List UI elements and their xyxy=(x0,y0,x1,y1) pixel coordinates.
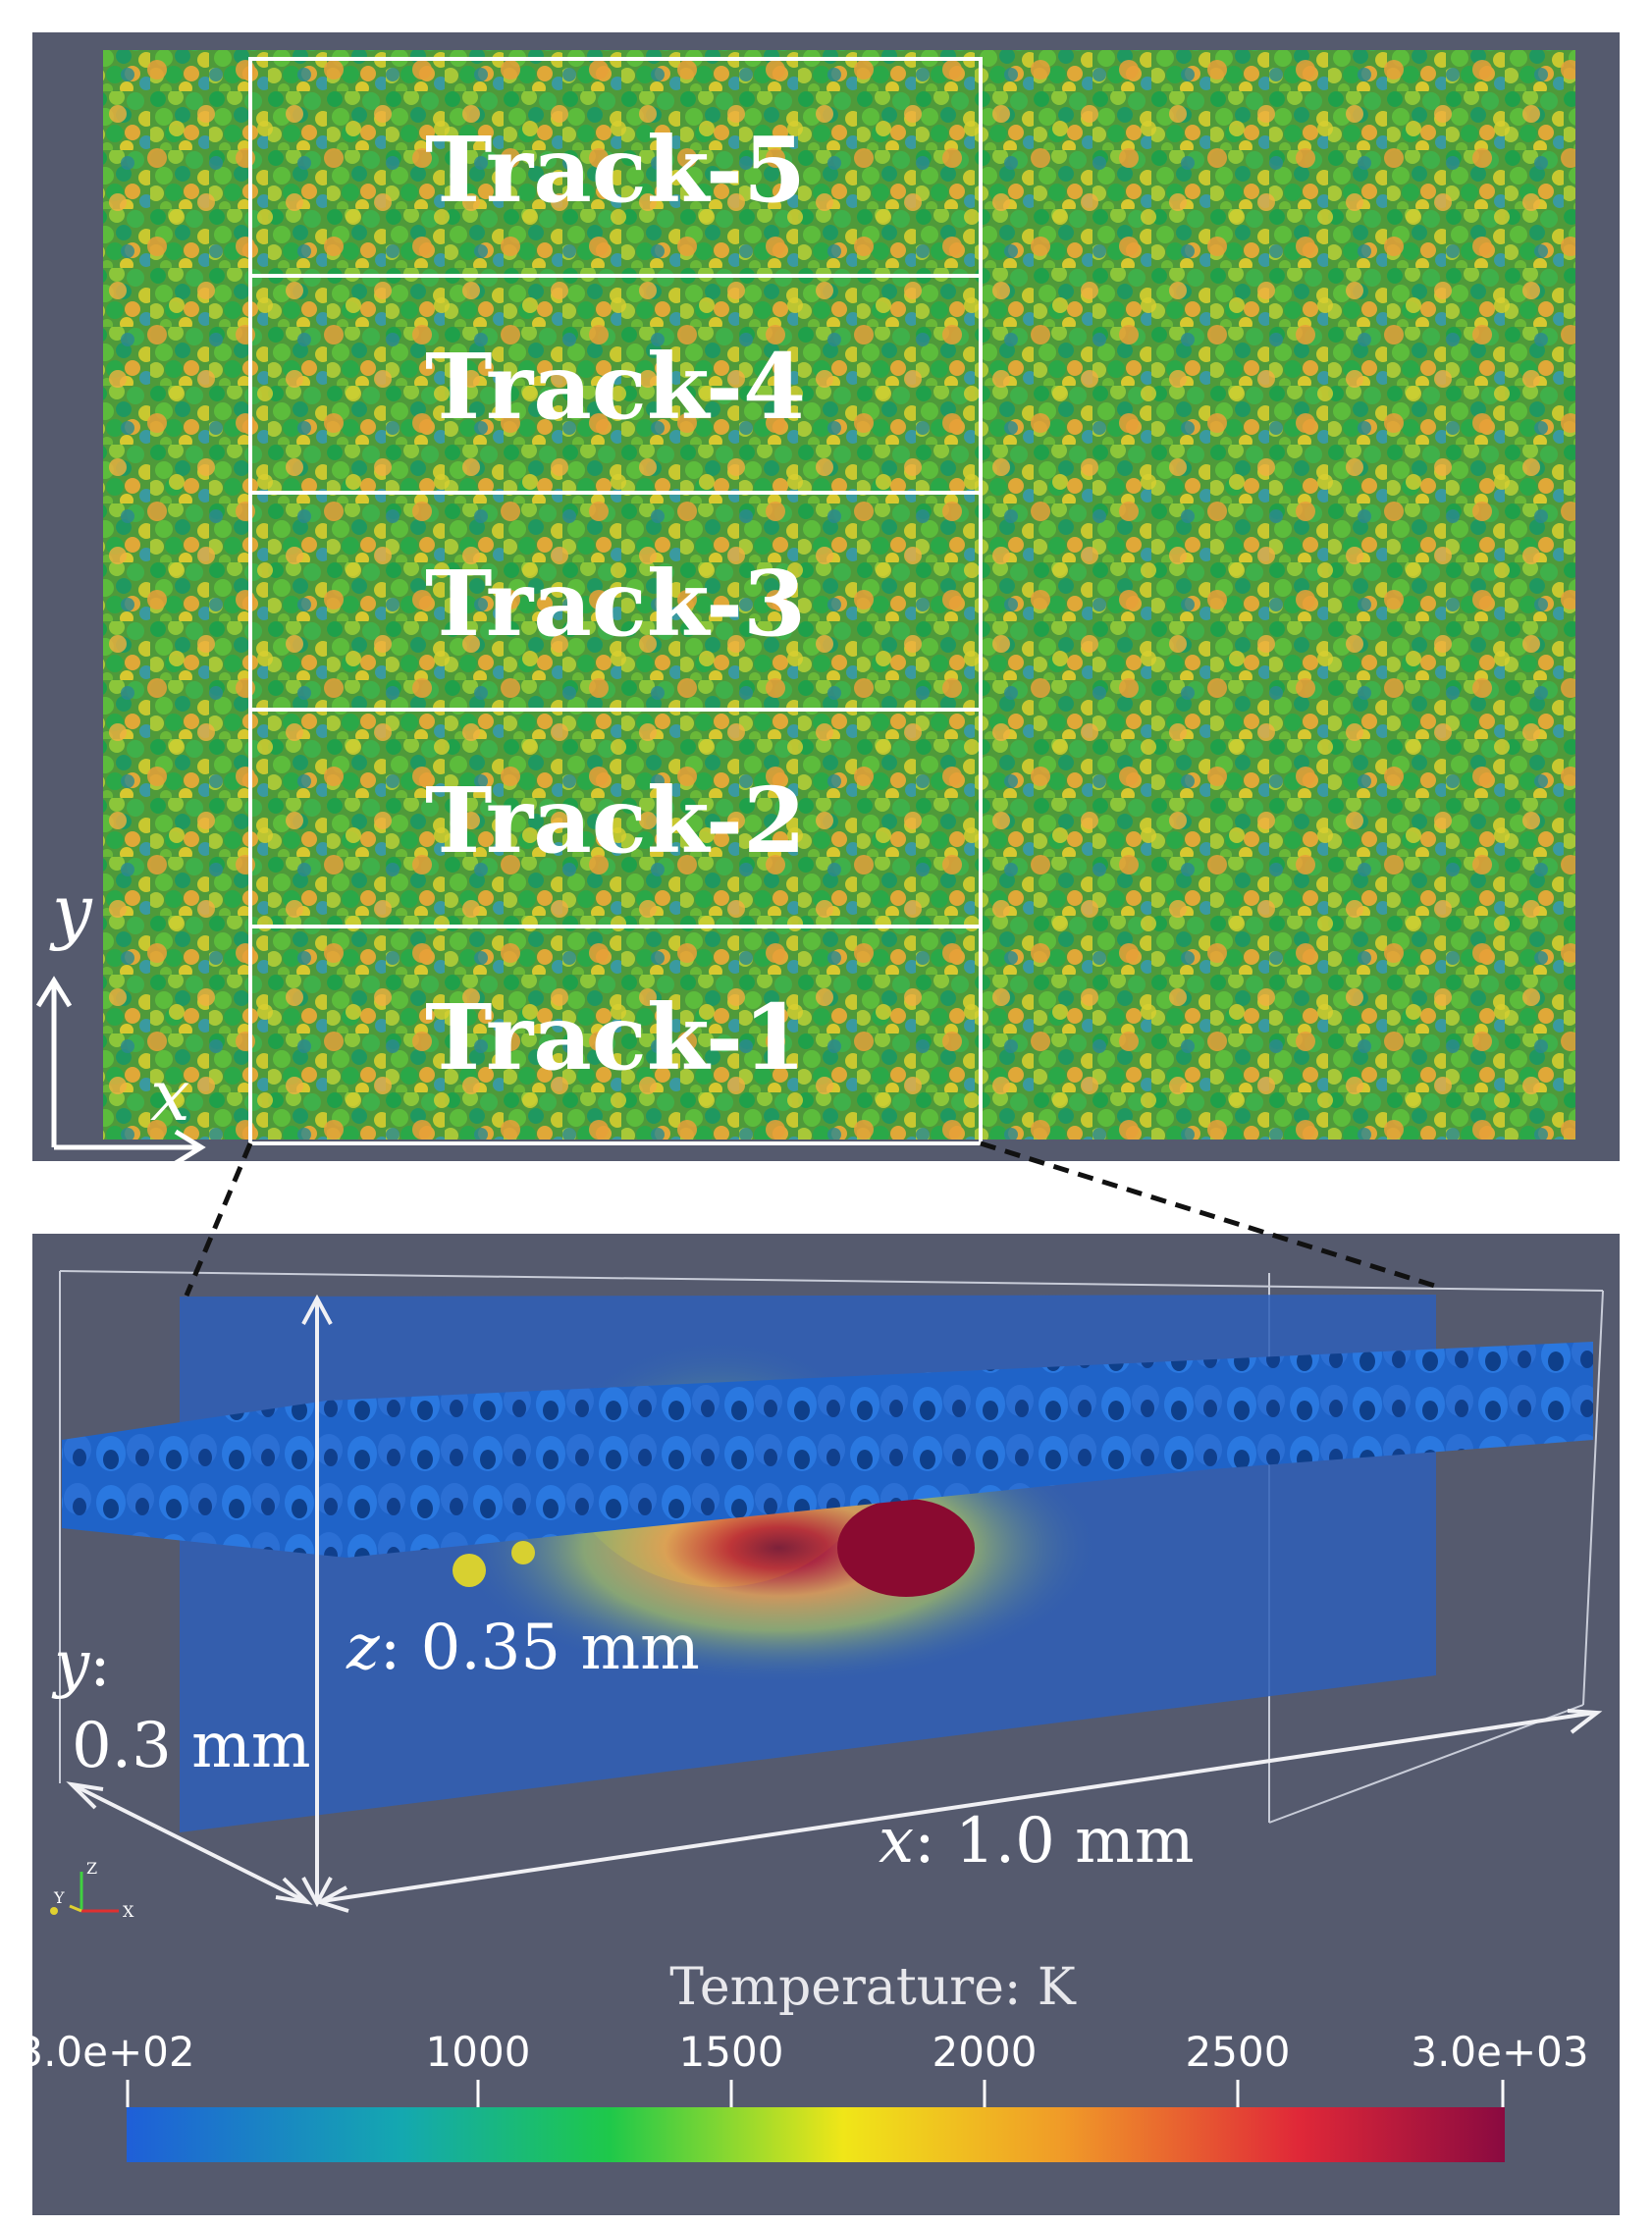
dimension-arrows xyxy=(66,1294,1603,1913)
colorbar-gradient xyxy=(127,2107,1505,2162)
track-2-label: Track-2 xyxy=(425,768,806,874)
colorbar-title: Temperature: K xyxy=(669,1958,1077,2017)
y-dimension-arrow xyxy=(73,1783,306,1903)
y-axis-label: y xyxy=(49,870,93,952)
svg-text:Y: Y xyxy=(53,1888,65,1907)
track-4-label: Track-4 xyxy=(425,334,806,440)
track-region-outline xyxy=(248,57,983,1145)
powder-bed-panel: Track-5 Track-4 Track-3 Track-2 Track-1 … xyxy=(32,32,1620,1166)
simulation-panel: z: 0.35 mm y: 0.3 mm x: 1.0 mm Z Y X Tem… xyxy=(17,1234,1620,2215)
powder-particles-highlight xyxy=(103,50,1575,1140)
ejected-particle xyxy=(453,1554,486,1587)
zoom-line-right xyxy=(980,1140,1442,1291)
y-arrow-head xyxy=(35,976,73,1008)
y-dimension-label: y: xyxy=(51,1628,111,1701)
z-dimension-label: z: 0.35 mm xyxy=(346,1612,700,1684)
colorbar-tick: 3.0e+02 xyxy=(32,2028,195,2076)
powder-bed-view: Track-5 Track-4 Track-3 Track-2 Track-1 … xyxy=(35,50,1575,1166)
simulation-view: z: 0.35 mm y: 0.3 mm x: 1.0 mm Z Y X Tem… xyxy=(17,1270,1604,2162)
zoom-line-left xyxy=(184,1142,253,1297)
colorbar-tick: 1000 xyxy=(426,2028,531,2076)
svg-text:Z: Z xyxy=(86,1859,97,1878)
orientation-triad: Z Y X xyxy=(50,1859,134,1921)
xy-axes-indicator xyxy=(35,976,206,1166)
y-dimension-value: 0.3 mm xyxy=(72,1710,311,1782)
track-5-label: Track-5 xyxy=(425,117,806,223)
colorbar-tick: 2000 xyxy=(933,2028,1038,2076)
temperature-colorbar: Temperature: K 3.0e+02 1000 1500 2000 25… xyxy=(17,1958,1589,2162)
ejected-particle xyxy=(511,1541,535,1564)
melt-pool-core xyxy=(837,1499,975,1597)
x-dimension-arrow xyxy=(321,1711,1596,1903)
x-axis-label: x xyxy=(150,1054,190,1137)
x-dimension-label: x: 1.0 mm xyxy=(879,1805,1195,1878)
track-grid xyxy=(248,57,983,1145)
track-1-label: Track-1 xyxy=(425,984,806,1090)
svg-text:X: X xyxy=(123,1902,134,1921)
powder-layer-3d xyxy=(62,1342,1593,1558)
colorbar-tick: 2500 xyxy=(1186,2028,1291,2076)
x-arrow-head xyxy=(174,1129,206,1166)
track-3-label: Track-3 xyxy=(425,551,806,657)
colorbar-tick: 3.0e+03 xyxy=(1411,2028,1588,2076)
colorbar-tick: 1500 xyxy=(679,2028,784,2076)
